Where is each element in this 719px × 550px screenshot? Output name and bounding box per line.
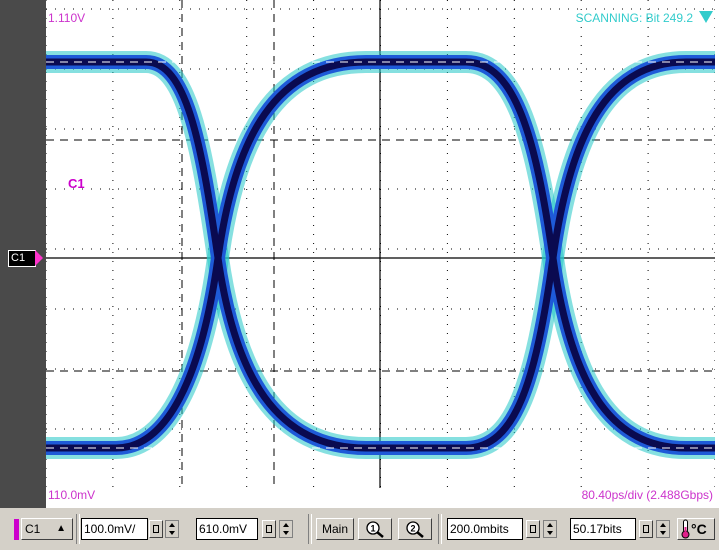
temperature-button[interactable]: °C bbox=[677, 518, 715, 540]
eye-trace-core bbox=[46, 58, 715, 452]
oscilloscope-display: 1.110V 110.0mV SCANNING: Bit 249.2 80.40… bbox=[0, 0, 719, 508]
toolbar-separator bbox=[438, 514, 442, 544]
svg-text:1: 1 bbox=[370, 524, 375, 534]
trigger-flag-icon bbox=[699, 11, 713, 23]
thermometer-icon bbox=[681, 519, 690, 539]
offset-field[interactable]: 610.0mV bbox=[196, 518, 258, 540]
bit-position-field[interactable]: 50.17bits bbox=[570, 518, 636, 540]
channel-color-swatch bbox=[14, 519, 19, 540]
vertical-scale-field[interactable]: 100.0mV/ bbox=[81, 518, 148, 540]
top-voltage-label: 1.110V bbox=[48, 11, 86, 25]
toolbar-separator bbox=[308, 514, 312, 544]
main-view-button[interactable]: Main bbox=[316, 518, 354, 540]
channel-ground-marker[interactable]: C1 bbox=[8, 250, 36, 267]
zoom-1-button[interactable]: 1 bbox=[358, 518, 392, 540]
bottom-voltage-label: 110.0mV bbox=[48, 488, 96, 502]
channel-select-button[interactable]: C1 ▲ bbox=[21, 518, 73, 540]
scale-keypad-icon[interactable] bbox=[149, 520, 163, 538]
scan-status-text: SCANNING: Bit 249.2 bbox=[575, 11, 693, 25]
svg-text:2: 2 bbox=[410, 524, 415, 534]
bits-spinner[interactable] bbox=[543, 520, 557, 538]
offset-keypad-icon[interactable] bbox=[262, 520, 276, 538]
channel-select-label: C1 bbox=[25, 522, 41, 536]
eye-diagram-canvas bbox=[46, 0, 715, 488]
marker-arrow-icon bbox=[35, 250, 43, 266]
eye-diagram-plot bbox=[46, 0, 715, 508]
offset-spinner[interactable] bbox=[279, 520, 293, 538]
scale-spinner[interactable] bbox=[165, 520, 179, 538]
zoom-2-icon: 2 bbox=[406, 521, 424, 538]
timebase-label: 80.40ps/div (2.488Gbps) bbox=[581, 488, 713, 502]
channel-up-arrow-icon: ▲ bbox=[56, 523, 66, 534]
bits-per-div-field[interactable]: 200.0mbits bbox=[447, 518, 523, 540]
toolbar-separator bbox=[76, 514, 80, 544]
bits-keypad-icon[interactable] bbox=[526, 520, 540, 538]
zoom-1-icon: 1 bbox=[366, 521, 384, 538]
eye-trace-core bbox=[46, 58, 715, 452]
position-spinner[interactable] bbox=[656, 520, 670, 538]
toolbar: C1 ▲ 100.0mV/ 610.0mV Main 1 2 200.0mbit… bbox=[0, 508, 719, 550]
zoom-2-button[interactable]: 2 bbox=[398, 518, 432, 540]
position-keypad-icon[interactable] bbox=[639, 520, 653, 538]
temperature-unit: °C bbox=[691, 521, 707, 537]
trace-channel-label: C1 bbox=[68, 176, 85, 191]
